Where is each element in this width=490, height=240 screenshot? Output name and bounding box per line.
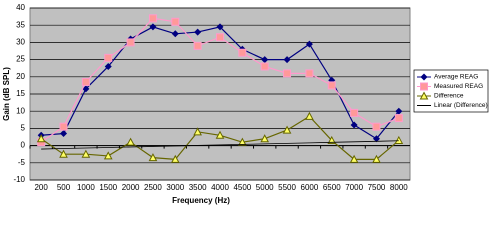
data-point bbox=[327, 81, 336, 90]
data-point bbox=[126, 38, 135, 47]
data-point bbox=[193, 41, 202, 50]
data-point bbox=[193, 127, 202, 136]
data-point bbox=[327, 135, 337, 144]
x-tick-label: 4000 bbox=[211, 183, 229, 192]
legend-label: Difference bbox=[434, 93, 464, 100]
data-point bbox=[81, 149, 91, 158]
data-point bbox=[305, 69, 314, 78]
x-tick-label: 500 bbox=[57, 183, 71, 192]
legend-label: Average REAG bbox=[434, 74, 478, 81]
series-line bbox=[41, 140, 399, 150]
data-point bbox=[260, 134, 270, 143]
x-tick-label: 2000 bbox=[122, 183, 140, 192]
data-point bbox=[82, 85, 90, 93]
data-point bbox=[372, 122, 381, 131]
x-axis-title: Frequency (Hz) bbox=[172, 196, 230, 205]
x-tick-label: 5000 bbox=[256, 183, 274, 192]
data-point bbox=[60, 130, 68, 138]
y-tick-label: 0 bbox=[21, 141, 26, 150]
data-point bbox=[126, 137, 135, 146]
y-tick-label: 25 bbox=[16, 55, 25, 64]
data-point bbox=[305, 111, 314, 120]
legend-label: Measured REAG bbox=[434, 83, 483, 90]
y-tick-label: 20 bbox=[16, 72, 25, 81]
x-tick-label: 6500 bbox=[323, 183, 341, 192]
data-point bbox=[194, 28, 202, 36]
data-point bbox=[282, 125, 292, 134]
x-tick-label: 4500 bbox=[233, 183, 251, 192]
y-tick-label: 10 bbox=[16, 106, 25, 115]
data-point bbox=[36, 134, 46, 143]
data-point bbox=[170, 154, 180, 163]
x-tick-label: 7500 bbox=[368, 183, 386, 192]
legend-label: Linear (Difference) bbox=[434, 102, 488, 109]
data-point bbox=[260, 62, 269, 71]
data-point bbox=[59, 122, 68, 131]
data-point bbox=[350, 108, 359, 117]
data-point bbox=[104, 53, 113, 62]
data-point bbox=[149, 23, 157, 31]
y-tick-label: 5 bbox=[21, 124, 26, 133]
data-point bbox=[395, 107, 403, 115]
x-tick-label: 3500 bbox=[189, 183, 207, 192]
y-tick-label: -10 bbox=[13, 175, 25, 184]
y-tick-label: 40 bbox=[16, 3, 25, 12]
y-axis-title: Gain (dB SPL) bbox=[2, 67, 11, 121]
y-tick-label: 30 bbox=[16, 38, 25, 47]
y-tick-label: -5 bbox=[18, 158, 26, 167]
x-tick-label: 3000 bbox=[166, 183, 184, 192]
data-point bbox=[171, 30, 179, 38]
data-point bbox=[349, 154, 359, 163]
data-point bbox=[372, 135, 380, 143]
legend-marker bbox=[419, 91, 429, 100]
data-point bbox=[283, 56, 291, 64]
data-point bbox=[148, 153, 158, 162]
data-point bbox=[261, 56, 269, 64]
y-tick-label: 15 bbox=[16, 89, 25, 98]
data-point bbox=[283, 69, 292, 78]
data-point bbox=[305, 40, 313, 48]
data-point bbox=[215, 130, 225, 139]
x-tick-label: 6000 bbox=[301, 183, 319, 192]
x-tick-label: 7000 bbox=[345, 183, 363, 192]
y-tick-label: 35 bbox=[16, 20, 25, 29]
data-point bbox=[394, 114, 403, 123]
data-point bbox=[148, 14, 157, 23]
x-tick-label: 200 bbox=[34, 183, 48, 192]
data-point bbox=[103, 151, 113, 160]
data-point bbox=[350, 121, 358, 129]
data-point bbox=[216, 33, 224, 42]
data-point bbox=[216, 23, 224, 31]
data-point bbox=[372, 154, 381, 163]
data-point bbox=[171, 17, 180, 26]
data-point bbox=[394, 135, 404, 144]
x-tick-label: 5500 bbox=[278, 183, 296, 192]
legend-marker bbox=[420, 82, 428, 91]
x-tick-label: 8000 bbox=[390, 183, 408, 192]
x-tick-label: 1500 bbox=[99, 183, 117, 192]
x-tick-label: 1000 bbox=[77, 183, 95, 192]
data-point bbox=[104, 62, 112, 70]
x-tick-label: 2500 bbox=[144, 183, 162, 192]
data-point bbox=[59, 149, 68, 158]
legend-marker bbox=[420, 73, 428, 81]
data-point bbox=[238, 48, 247, 57]
data-point bbox=[81, 77, 90, 86]
data-point bbox=[238, 137, 247, 146]
chart: Frequency (Hz) Gain (dB SPL) -10 -5 0 5 10 15… bbox=[2, 3, 489, 205]
